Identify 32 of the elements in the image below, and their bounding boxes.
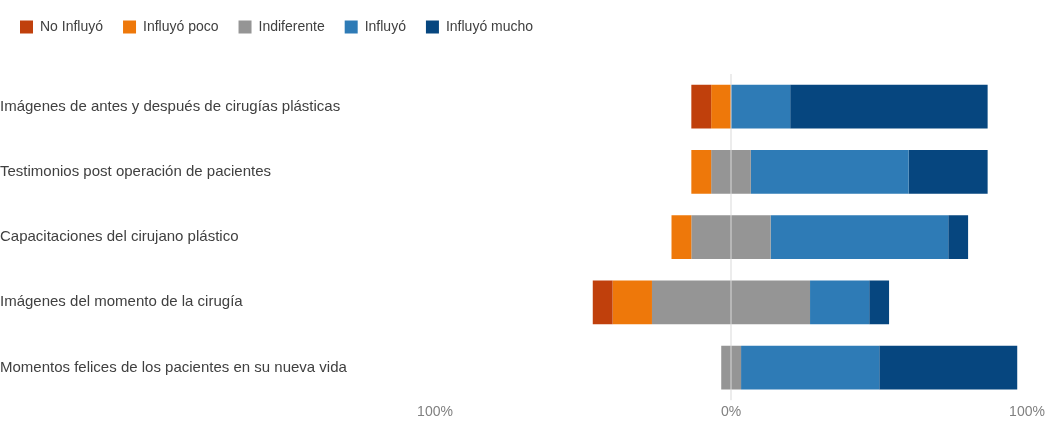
bar bbox=[810, 280, 870, 325]
x-tick-label: 0% bbox=[720, 403, 742, 420]
bar bbox=[592, 280, 613, 325]
x-tick-label: 100% bbox=[1009, 403, 1045, 420]
bar bbox=[671, 215, 692, 259]
bar bbox=[908, 150, 988, 194]
legend-label: No Influyó bbox=[40, 17, 104, 34]
bar bbox=[770, 215, 949, 259]
bar bbox=[948, 215, 969, 259]
bar bbox=[691, 84, 712, 129]
y-tick-label: Testimonios post operación de pacientes bbox=[0, 162, 271, 179]
legend-label: Indiferente bbox=[258, 17, 325, 34]
x-tick-label: 100% bbox=[417, 403, 453, 420]
bar bbox=[750, 150, 909, 194]
legend-label: Influyó bbox=[364, 17, 407, 34]
bar bbox=[711, 84, 731, 129]
bar bbox=[869, 280, 890, 325]
bar bbox=[651, 280, 811, 325]
y-tick-label: Imágenes del momento de la cirugía bbox=[0, 292, 244, 310]
bar bbox=[790, 84, 988, 129]
bar bbox=[731, 84, 791, 129]
bar bbox=[691, 215, 771, 259]
legend-label: Influyó mucho bbox=[445, 17, 534, 34]
legend-label: Influyó poco bbox=[143, 17, 219, 34]
bar bbox=[879, 345, 1018, 390]
y-tick-label: Momentos felices de los pacientes en su nueva vida bbox=[0, 357, 348, 375]
y-tick-label: Imágenes de antes y después de cirugías plásticas bbox=[0, 96, 341, 114]
bar bbox=[741, 345, 880, 390]
bar bbox=[711, 150, 751, 194]
bar bbox=[691, 150, 712, 194]
y-tick-label: Capacitaciones del cirujano plástico bbox=[0, 227, 239, 245]
bar bbox=[612, 280, 652, 325]
